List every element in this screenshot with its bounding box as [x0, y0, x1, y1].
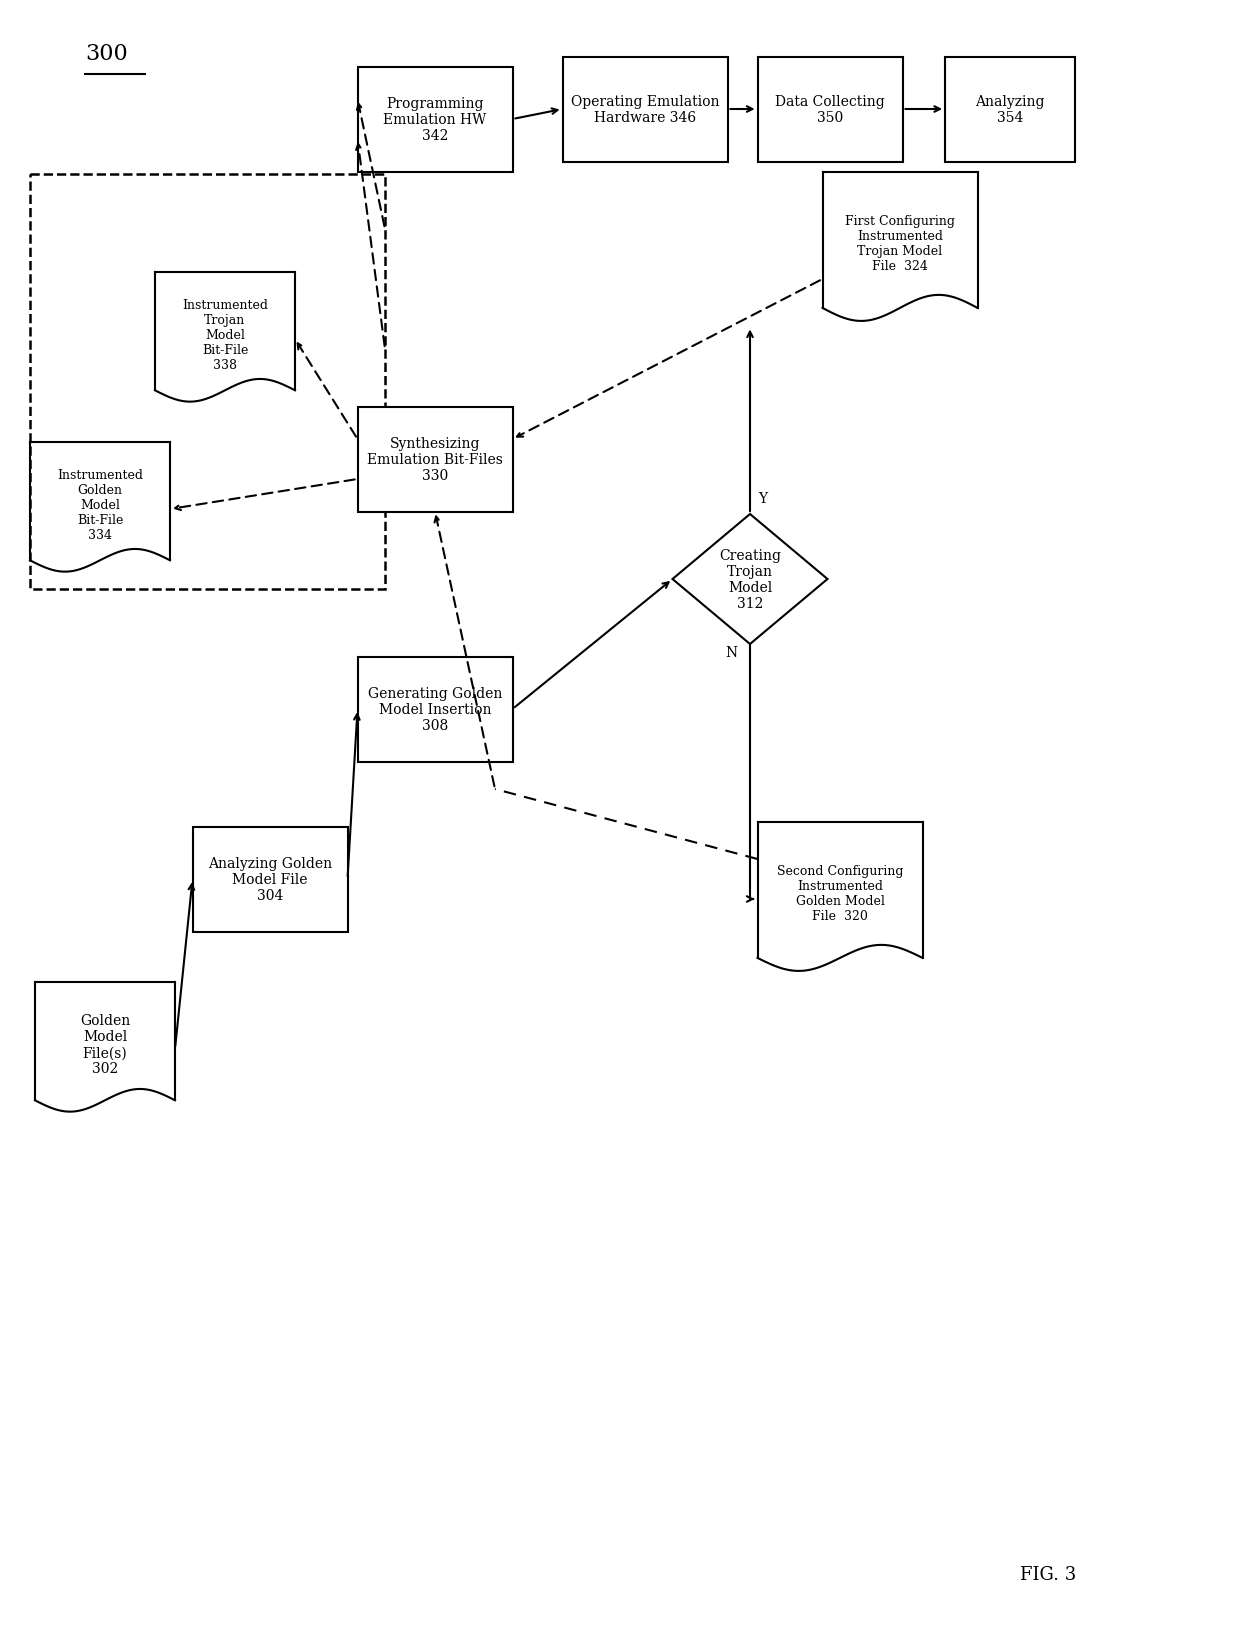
Bar: [822, 173, 977, 308]
Text: Data Collecting
350: Data Collecting 350: [775, 95, 885, 126]
Text: Generating Golden
Model Insertion
308: Generating Golden Model Insertion 308: [368, 686, 502, 734]
Text: Instrumented
Trojan
Model
Bit-File
338: Instrumented Trojan Model Bit-File 338: [182, 298, 268, 372]
FancyBboxPatch shape: [192, 826, 347, 932]
FancyBboxPatch shape: [758, 57, 903, 163]
Text: FIG. 3: FIG. 3: [1021, 1565, 1076, 1583]
Bar: [155, 272, 295, 391]
FancyBboxPatch shape: [357, 408, 512, 512]
FancyBboxPatch shape: [357, 67, 512, 173]
Text: First Configuring
Instrumented
Trojan Model
File  324: First Configuring Instrumented Trojan Mo…: [844, 215, 955, 274]
FancyBboxPatch shape: [357, 657, 512, 763]
Text: Synthesizing
Emulation Bit-Files
330: Synthesizing Emulation Bit-Files 330: [367, 437, 503, 482]
Text: Programming
Emulation HW
342: Programming Emulation HW 342: [383, 96, 486, 143]
Text: Creating
Trojan
Model
312: Creating Trojan Model 312: [719, 548, 781, 611]
Bar: [35, 981, 175, 1100]
Bar: [758, 822, 923, 958]
Text: Y: Y: [758, 492, 768, 505]
Text: Second Configuring
Instrumented
Golden Model
File  320: Second Configuring Instrumented Golden M…: [776, 866, 903, 923]
Text: Analyzing Golden
Model File
304: Analyzing Golden Model File 304: [208, 856, 332, 903]
Bar: [30, 442, 170, 561]
Text: N: N: [725, 645, 737, 660]
Text: Operating Emulation
Hardware 346: Operating Emulation Hardware 346: [570, 95, 719, 126]
Text: Analyzing
354: Analyzing 354: [975, 95, 1045, 126]
Text: Instrumented
Golden
Model
Bit-File
334: Instrumented Golden Model Bit-File 334: [57, 468, 143, 541]
FancyBboxPatch shape: [563, 57, 728, 163]
Bar: [30, 174, 384, 590]
FancyBboxPatch shape: [945, 57, 1075, 163]
Text: 300: 300: [86, 42, 128, 65]
Polygon shape: [672, 515, 827, 644]
Text: Golden
Model
File(s)
302: Golden Model File(s) 302: [79, 1014, 130, 1076]
